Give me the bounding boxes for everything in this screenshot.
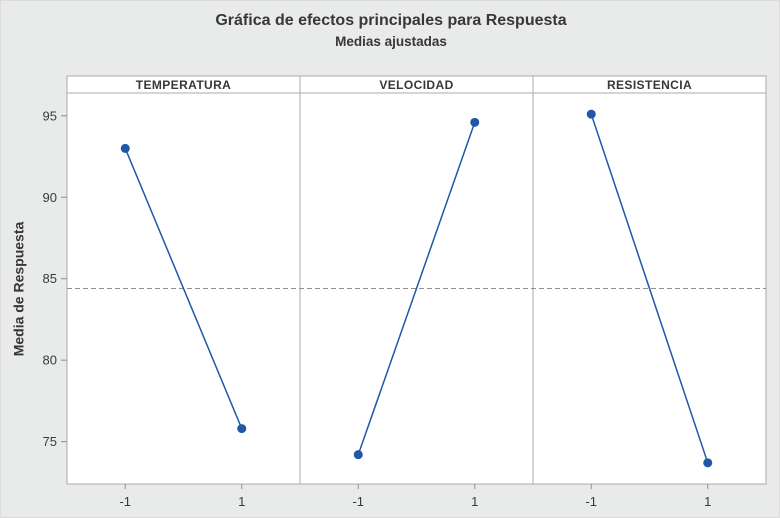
y-tick-label: 75 — [43, 434, 57, 449]
data-point — [586, 109, 596, 119]
panel-label: RESISTENCIA — [607, 78, 692, 92]
series-line — [357, 122, 476, 455]
chart-title: Gráfica de efectos principales para Resp… — [215, 12, 567, 29]
panel-label: VELOCIDAD — [379, 78, 453, 92]
x-tick-label: -1 — [119, 494, 131, 509]
x-tick-label: 1 — [238, 494, 245, 509]
y-tick-label: 90 — [43, 190, 57, 205]
data-point — [470, 117, 480, 127]
chart-subtitle: Medias ajustadas — [335, 34, 447, 49]
data-point — [237, 424, 247, 434]
x-tick-label: 1 — [704, 494, 711, 509]
data-point — [703, 458, 713, 468]
panel-label: TEMPERATURA — [136, 78, 232, 92]
y-tick-label: 95 — [43, 108, 57, 123]
data-point — [120, 143, 130, 153]
x-tick-label: 1 — [471, 494, 478, 509]
series-line — [590, 113, 709, 464]
y-tick-label: 80 — [43, 353, 57, 368]
x-tick-label: -1 — [352, 494, 364, 509]
x-tick-label: -1 — [585, 494, 597, 509]
data-point — [353, 450, 363, 460]
y-tick-label: 85 — [43, 271, 57, 286]
series-line — [124, 148, 243, 429]
